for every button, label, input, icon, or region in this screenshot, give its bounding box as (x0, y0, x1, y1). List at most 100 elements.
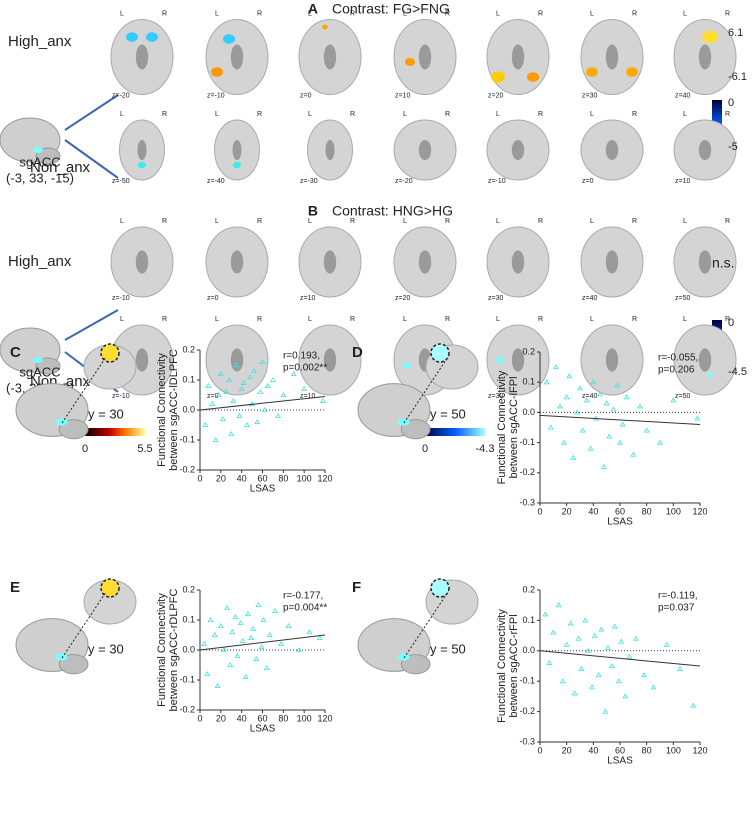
point (563, 641, 570, 647)
ventricle (698, 44, 712, 70)
label: z=40 (582, 393, 597, 400)
annotation: r=-0.177, (283, 591, 323, 602)
label: L (215, 218, 219, 225)
point (201, 641, 208, 646)
label: L (683, 111, 687, 118)
x-tick-label: 0 (537, 506, 542, 516)
x-tick-label: 40 (237, 713, 247, 723)
point (316, 635, 323, 640)
point (605, 644, 611, 650)
x-tick-label: 20 (216, 713, 226, 723)
point (255, 602, 262, 607)
label: R (162, 218, 167, 225)
brain-cerebellum (400, 654, 431, 675)
point (240, 380, 247, 385)
point (591, 632, 598, 638)
point (553, 364, 559, 370)
point (306, 629, 313, 634)
y-tick-label: -0.2 (179, 464, 195, 474)
label: R (632, 111, 637, 118)
label: R (445, 10, 450, 17)
activation (233, 161, 241, 169)
brain-cerebellum (35, 357, 61, 375)
point (557, 403, 563, 409)
x-tick-label: 20 (216, 473, 226, 483)
x-tick-label: 100 (297, 713, 312, 723)
point (630, 451, 637, 457)
label: 0 (728, 97, 734, 109)
ventricle (135, 250, 149, 274)
point (543, 379, 550, 385)
annotation: r=-0.119, (658, 591, 698, 602)
point (296, 647, 302, 652)
label: z=0 (582, 178, 594, 185)
x-tick-label: 0 (537, 745, 542, 755)
point (601, 463, 607, 469)
y-tick-label: 0.2 (182, 344, 195, 354)
point (567, 620, 574, 626)
point (577, 385, 583, 391)
point (561, 439, 567, 445)
point (202, 422, 209, 427)
point (555, 602, 562, 608)
x-tick-label: 40 (237, 473, 247, 483)
ventricle (605, 348, 619, 372)
point (207, 617, 214, 622)
point (694, 415, 701, 421)
point (259, 359, 266, 364)
point (611, 623, 618, 629)
label: y = 30 (88, 406, 124, 421)
activation (405, 58, 415, 66)
point (266, 632, 273, 637)
label: R (350, 316, 355, 323)
connector (61, 591, 107, 659)
roi-circle (430, 343, 450, 363)
y-tick-label: -0.3 (519, 497, 535, 507)
point (217, 371, 224, 376)
y-tick-label: -0.1 (179, 434, 195, 444)
brain-cerebellum (58, 419, 89, 440)
label: L (120, 218, 124, 225)
x-tick-label: 120 (317, 473, 332, 483)
y-axis-label: Functional Connectivity (156, 353, 168, 467)
point (643, 427, 650, 433)
point (606, 433, 613, 439)
annotation: r=-0.055, (658, 353, 698, 364)
point (579, 427, 586, 433)
label: z=50 (675, 295, 690, 302)
point (550, 629, 557, 635)
label: -5 (728, 141, 738, 153)
point (234, 653, 241, 658)
point (566, 373, 573, 379)
label: z=-10 (488, 178, 506, 185)
point (622, 693, 629, 699)
colorbar (85, 428, 145, 436)
ventricle (230, 44, 244, 70)
label: -4.5 (728, 366, 747, 378)
label: y = 50 (430, 641, 466, 656)
label: z=-50 (112, 178, 130, 185)
ventricle (323, 250, 337, 274)
point (272, 608, 278, 613)
label: z=50 (675, 393, 690, 400)
x-tick-label: 40 (588, 506, 598, 516)
label: z=10 (675, 178, 690, 185)
label: B (308, 203, 318, 219)
connector (403, 591, 449, 659)
y-axis-label: between sgACC-lFPl (508, 376, 520, 478)
seed (33, 357, 43, 363)
label: y = 50 (430, 406, 466, 421)
point (663, 641, 670, 647)
label: L (120, 316, 124, 323)
ventricle (605, 44, 619, 70)
point (587, 445, 594, 451)
x-axis-label: LSAS (607, 517, 633, 528)
point (575, 635, 582, 641)
y-axis-label: between sgACC-rFPl (508, 614, 520, 717)
x-tick-label: 80 (278, 473, 288, 483)
activation (707, 372, 713, 378)
annotation: p=0.004** (283, 603, 327, 614)
label: R (162, 316, 167, 323)
label: R (257, 218, 262, 225)
y-tick-label: 0.1 (182, 614, 195, 624)
